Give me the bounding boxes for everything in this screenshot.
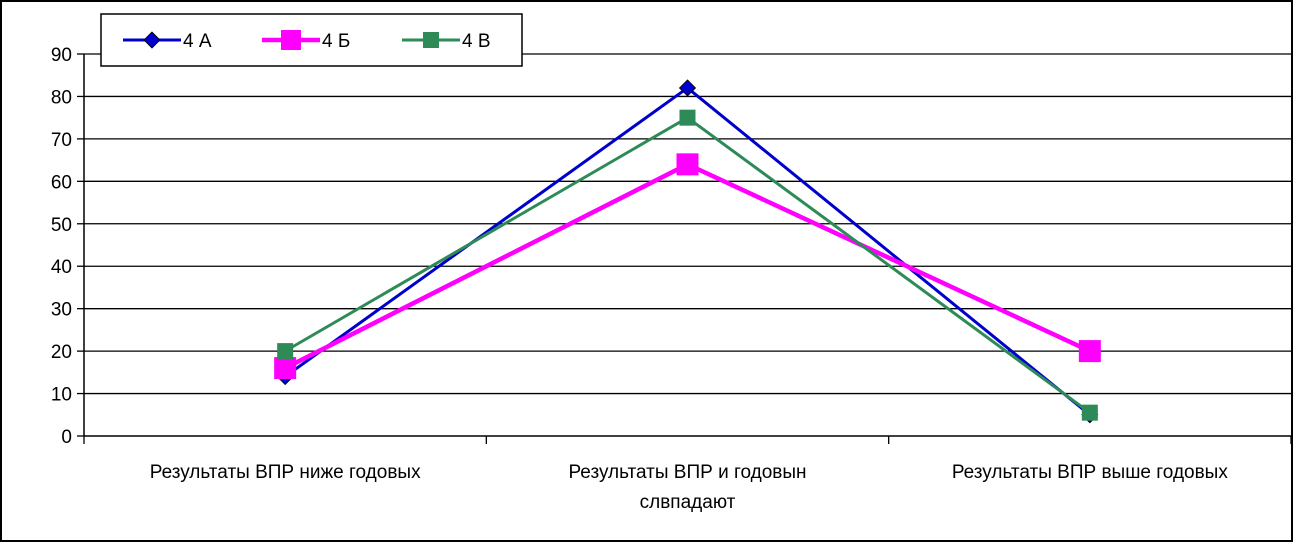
y-tick-label: 50 (51, 215, 72, 236)
y-tick-label: 80 (51, 87, 72, 108)
y-tick-label: 70 (51, 130, 72, 151)
x-tick-label: Результаты ВПР и годовын слвпадают (568, 462, 806, 513)
data-point-marker (678, 79, 697, 97)
data-point-marker (143, 31, 161, 49)
data-point-marker (676, 153, 699, 176)
axes: 0 10 20 30 40 50 60 70 80 90 Результаты ВПР ниже г… (51, 45, 1292, 513)
y-tick-label: 60 (51, 172, 72, 193)
y-tick-label: 0 (61, 427, 72, 448)
x-tick-label: Результаты ВПР ниже годовых (150, 462, 421, 483)
legend-label: 4 А (183, 31, 212, 52)
data-point-marker (1081, 404, 1098, 421)
data-point-marker (274, 357, 297, 380)
data-point-marker (281, 30, 301, 50)
data-point-marker (679, 109, 696, 126)
legend-label: 4 В (462, 31, 491, 52)
y-tick-label: 40 (51, 257, 72, 278)
y-tick-label: 20 (51, 342, 72, 363)
data-point-marker (423, 32, 439, 48)
legend-entry: 4 А (123, 31, 212, 52)
series-lines (274, 79, 1101, 424)
legend-entry: 4 В (402, 31, 491, 52)
series-3 (277, 109, 1098, 421)
data-point-marker (1078, 340, 1101, 363)
data-point-marker (277, 343, 294, 360)
y-tick-label: 10 (51, 385, 72, 406)
y-tick-label: 30 (51, 300, 72, 321)
series-2 (274, 153, 1101, 380)
legend: 4 А 4 Б 4 В (100, 13, 523, 67)
legend-label: 4 Б (322, 31, 350, 52)
x-tick-label: Результаты ВПР выше годовых (952, 462, 1229, 483)
legend-entry: 4 Б (262, 30, 350, 52)
y-tick-label: 90 (51, 45, 72, 66)
